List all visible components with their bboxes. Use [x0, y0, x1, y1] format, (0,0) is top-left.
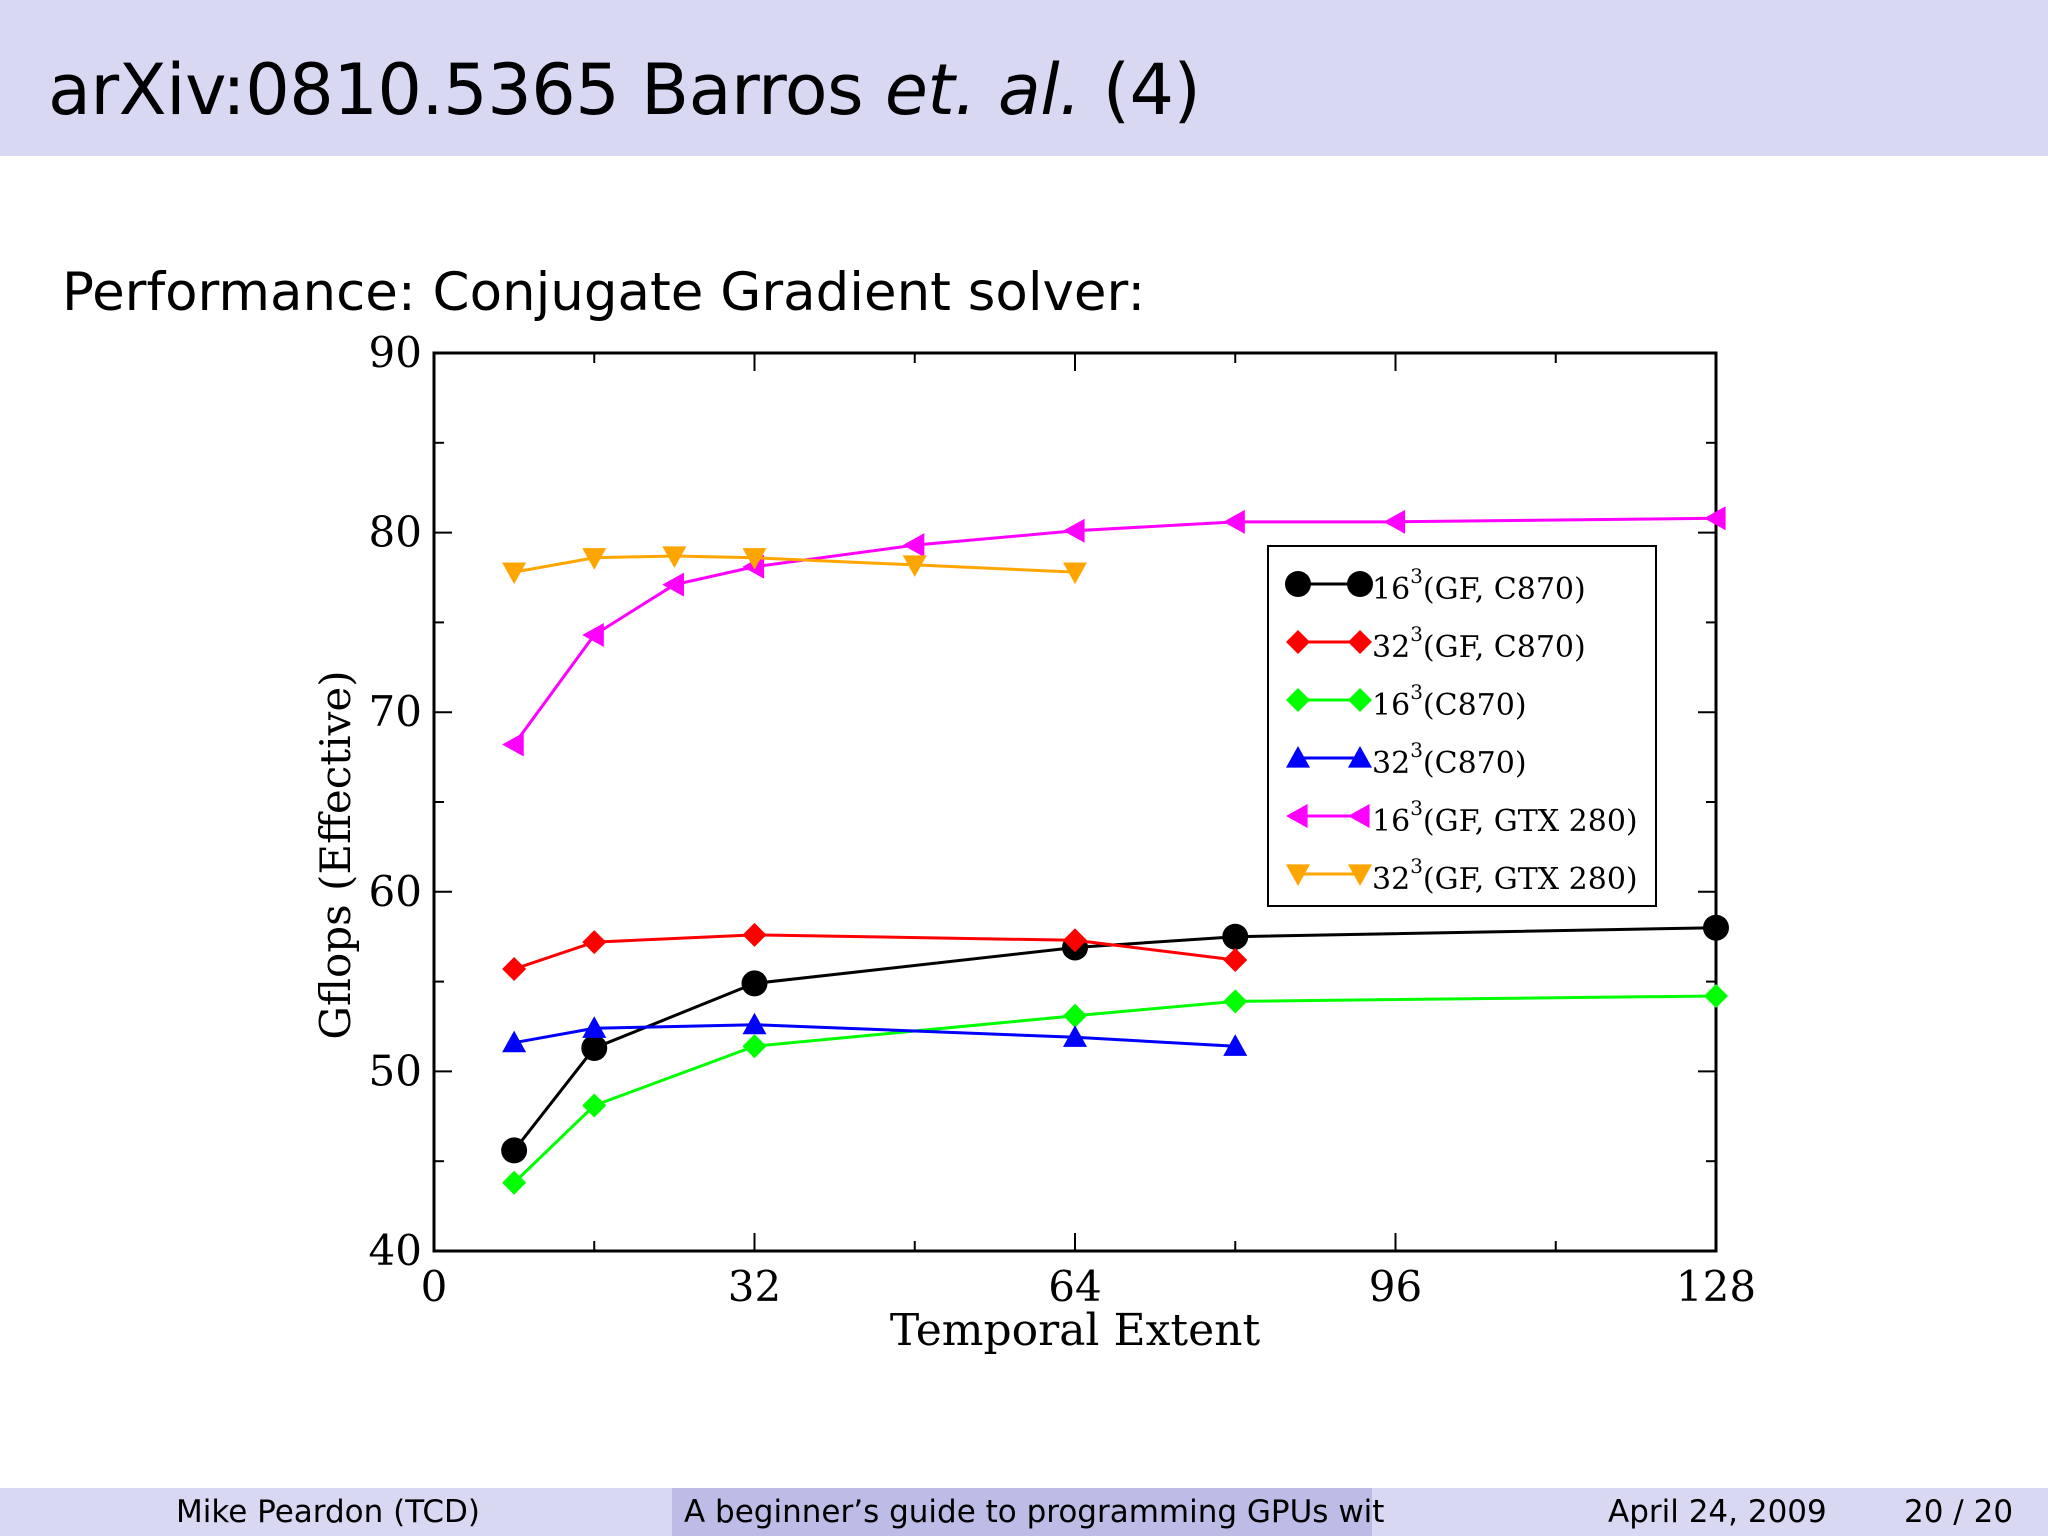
data-point	[1063, 1003, 1087, 1028]
data-point	[1703, 914, 1729, 941]
legend-marker	[1348, 804, 1370, 828]
footer-title-box	[672, 1488, 1372, 1536]
data-point	[582, 1016, 607, 1038]
performance-chart: 0 32 64 96 128 40 50 60 70 80 90 163(GF, C870) 323(…	[311, 328, 1757, 1356]
data-point	[742, 548, 767, 570]
legend-label: 163(GF, C870)	[1372, 564, 1586, 607]
chart-plot-area	[501, 506, 1729, 1195]
legend-entry: 163(C870)	[1286, 680, 1527, 723]
data-point	[742, 1034, 767, 1059]
data-point	[742, 1012, 767, 1035]
legend-entry: 163(GF, GTX 280)	[1286, 796, 1638, 839]
data-point	[1223, 989, 1248, 1014]
data-point	[1222, 923, 1249, 950]
legend-entry: 163(GF, C870)	[1285, 564, 1586, 607]
series-3	[502, 983, 1728, 1195]
series-line	[513, 994, 1717, 1184]
data-point	[1063, 928, 1087, 953]
data-point	[502, 1170, 527, 1195]
legend-entry: 323(C870)	[1286, 738, 1527, 781]
legend-marker	[1348, 746, 1372, 768]
legend-marker	[1286, 630, 1310, 654]
title-suffix: (4)	[1102, 49, 1201, 131]
legend-entry: 323(GF, GTX 280)	[1286, 854, 1638, 897]
x-tick-label: 128	[1676, 1262, 1756, 1311]
x-tick-label: 96	[1369, 1262, 1422, 1311]
data-point	[502, 562, 527, 585]
legend-marker	[1285, 571, 1311, 597]
title-italic: et. al.	[884, 49, 1082, 131]
legend-marker	[1286, 688, 1310, 712]
legend-marker	[1348, 864, 1372, 886]
footer-page-number: 20 / 20	[1904, 1494, 2014, 1530]
data-point	[662, 572, 684, 597]
legend-label: 163(C870)	[1372, 680, 1527, 723]
data-point	[1704, 506, 1726, 531]
data-point	[502, 732, 524, 757]
y-tick-label: 50	[369, 1046, 422, 1095]
data-point	[742, 922, 767, 947]
data-point	[1063, 562, 1087, 585]
legend-label: 323(GF, C870)	[1372, 622, 1586, 665]
data-point	[502, 957, 527, 982]
series-line	[512, 926, 1717, 1152]
footer-author: Mike Peardon (TCD)	[176, 1494, 480, 1530]
footer-date: April 24, 2009	[1608, 1494, 1827, 1530]
data-point	[502, 1030, 527, 1053]
x-axis-label: Temporal Extent	[890, 1305, 1261, 1356]
data-point	[662, 546, 687, 568]
series-4	[502, 1012, 1248, 1056]
data-point	[582, 1093, 607, 1118]
data-point	[1704, 983, 1728, 1008]
series-line	[513, 933, 1236, 971]
y-tick-label: 70	[369, 687, 422, 736]
series-6	[502, 546, 1087, 585]
footer-talk-title: A beginner’s guide to programming GPUs w…	[684, 1494, 1385, 1530]
x-tick-label: 32	[728, 1262, 781, 1311]
slide-title: arXiv:0810.5365 Barros et. al. (4)	[48, 42, 1201, 138]
chart-legend: 163(GF, C870) 323(GF, C870) 163(C870) 323(C…	[1267, 545, 1657, 907]
series-5	[502, 506, 1726, 757]
legend-label: 323(C870)	[1372, 738, 1527, 781]
data-point	[582, 930, 607, 955]
data-point	[582, 548, 607, 570]
chart-axes: 0 32 64 96 128 40 50 60 70 80 90	[369, 328, 1757, 1311]
series-line	[513, 554, 1076, 574]
data-point	[741, 970, 768, 997]
data-point	[902, 555, 927, 577]
legend-marker	[1347, 571, 1373, 597]
legend-marker	[1348, 688, 1372, 712]
y-tick-label: 80	[369, 508, 422, 557]
legend-label: 163(GF, GTX 280)	[1372, 796, 1638, 839]
title-main: arXiv:0810.5365 Barros	[48, 49, 864, 131]
data-point	[581, 1035, 608, 1062]
legend-marker	[1286, 746, 1310, 768]
y-tick-label: 40	[369, 1226, 422, 1275]
legend-marker	[1348, 630, 1372, 654]
legend-marker	[1286, 804, 1308, 828]
data-point	[1223, 509, 1245, 534]
series-2	[502, 922, 1248, 982]
legend-marker	[1286, 864, 1310, 886]
data-point	[1063, 1025, 1087, 1047]
slide-subtitle: Performance: Conjugate Gradient solver:	[62, 262, 1146, 323]
x-tick-label: 0	[421, 1262, 448, 1311]
y-tick-label: 60	[369, 867, 422, 916]
data-point	[1223, 1034, 1248, 1056]
data-point	[1383, 509, 1406, 534]
legend-box	[1267, 545, 1657, 907]
y-tick-label: 90	[369, 328, 422, 377]
legend-entry: 323(GF, C870)	[1286, 622, 1586, 665]
data-point	[1223, 948, 1248, 973]
y-axis-label: Gflops (Effective)	[311, 670, 360, 1039]
footer-bar: Mike Peardon (TCD) A beginner’s guide to…	[0, 1488, 2048, 1536]
data-point	[1063, 518, 1085, 543]
title-bar: arXiv:0810.5365 Barros et. al. (4)	[0, 0, 2048, 156]
legend-label: 323(GF, GTX 280)	[1372, 854, 1638, 897]
data-point	[501, 1137, 528, 1164]
data-point	[582, 622, 604, 647]
data-point	[902, 533, 925, 558]
x-tick-label: 64	[1048, 1262, 1101, 1311]
